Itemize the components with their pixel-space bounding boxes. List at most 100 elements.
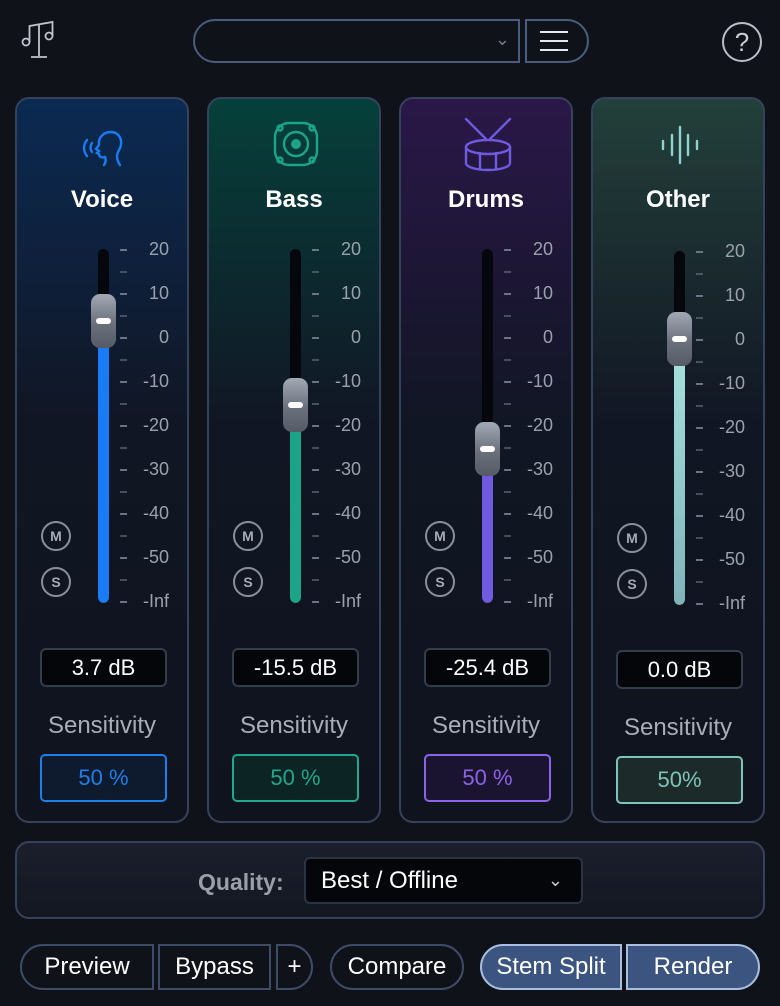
gain-value-field[interactable]: -15.5 dB [232,648,359,687]
scale-label: -20 [718,417,745,437]
scale-tick [696,537,703,539]
gain-value-field[interactable]: 0.0 dB [616,650,743,689]
fader-track[interactable] [674,251,685,605]
scale-tick [120,447,127,449]
scale-tick [312,381,319,383]
compare-button[interactable]: Compare [330,944,464,990]
scale-tick [696,295,703,297]
scale-label: -Inf [718,593,745,613]
mute-button[interactable]: M [425,521,455,551]
scale-label: -Inf [142,591,169,611]
quality-value: Best / Offline [321,867,458,894]
solo-button[interactable]: S [41,567,71,597]
mute-button[interactable]: M [233,521,263,551]
scale-label: -40 [142,503,169,523]
scale-tick [696,449,703,451]
fader-thumb[interactable] [91,293,116,348]
scale-label: -40 [334,503,361,523]
scale-tick [312,315,319,317]
stem-panel-drums: Drums 20 10 0 -10 -20 -30 -40 -50 -Inf M S -25.4… [399,97,573,823]
scale-tick [696,339,703,341]
stem-name: Other [645,186,710,213]
scale-tick [312,337,319,339]
scale-tick [312,469,319,471]
gain-value-field[interactable]: 3.7 dB [40,648,167,687]
scale-tick [120,315,127,317]
add-button[interactable]: + [276,944,313,990]
scale-label: 20 [724,241,745,261]
mute-button[interactable]: M [41,521,71,551]
scale-label: 20 [532,239,553,259]
fader-fill [482,448,493,603]
scale-label: -50 [526,547,553,567]
scale-tick [504,469,511,471]
fader-thumb[interactable] [283,378,308,433]
scale-label: -20 [526,415,553,435]
scale-tick [312,359,319,361]
scale-tick [120,535,127,537]
scale-tick [312,447,319,449]
scale-tick [312,403,319,405]
scale-tick [696,361,703,363]
stem-panel-bass: Bass 20 10 0 -10 -20 -30 -40 -50 -Inf M S -15.5 … [207,97,381,823]
scale-tick [312,425,319,427]
solo-button[interactable]: S [425,567,455,597]
scale-tick [120,491,127,493]
quality-label: Quality: [198,869,284,895]
scale-tick [312,579,319,581]
scale-tick [120,381,127,383]
scale-label: -40 [718,505,745,525]
bypass-button[interactable]: Bypass [158,944,271,990]
speaker-icon [266,117,326,173]
menu-button[interactable] [525,19,589,63]
stem-split-button[interactable]: Stem Split [480,944,622,990]
preview-button[interactable]: Preview [20,944,154,990]
scale-tick [120,425,127,427]
scale-tick [696,273,703,275]
fader-track[interactable] [98,249,109,603]
scale-tick [120,271,127,273]
scale-label: -10 [334,371,361,391]
music-notes-icon[interactable] [20,20,56,60]
scale-tick [696,559,703,561]
scale-tick [120,249,127,251]
scale-tick [312,249,319,251]
sensitivity-field[interactable]: 50% [616,756,743,804]
scale-label: -40 [526,503,553,523]
scale-tick [504,601,511,603]
quality-select[interactable]: Best / Offline ⌄ [304,857,583,904]
sensitivity-field[interactable]: 50 % [40,754,167,802]
stem-name: Drums [447,186,525,213]
gain-value-field[interactable]: -25.4 dB [424,648,551,687]
scale-label: -Inf [526,591,553,611]
scale-label: -50 [718,549,745,569]
stem-name: Voice [70,186,134,213]
scale-tick [312,513,319,515]
scale-tick [696,405,703,407]
scale-tick [120,601,127,603]
preset-dropdown[interactable]: ⌄ [193,19,520,63]
scale-tick [504,513,511,515]
scale-label: 10 [148,283,169,303]
scale-tick [696,515,703,517]
render-button[interactable]: Render [626,944,760,990]
solo-button[interactable]: S [617,569,647,599]
scale-tick [504,337,511,339]
scale-label: 0 [734,329,745,349]
scale-tick [696,251,703,253]
scale-label: 20 [340,239,361,259]
fader-thumb[interactable] [667,312,692,366]
help-button[interactable]: ? [722,22,762,62]
fader-thumb[interactable] [475,421,500,476]
scale-label: -30 [334,459,361,479]
mute-button[interactable]: M [617,523,647,553]
scale-tick [312,557,319,559]
solo-button[interactable]: S [233,567,263,597]
scale-label: -Inf [334,591,361,611]
scale-tick [312,535,319,537]
scale-label: -20 [334,415,361,435]
scale-label: -30 [718,461,745,481]
sensitivity-field[interactable]: 50 % [232,754,359,802]
scale-label: -30 [142,459,169,479]
sensitivity-field[interactable]: 50 % [424,754,551,802]
